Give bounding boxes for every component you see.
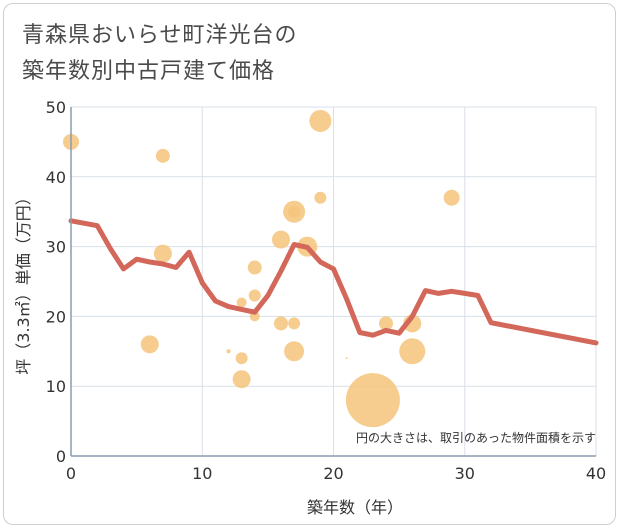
y-tick-label-1: 10 <box>46 377 66 396</box>
bubble-point-25 <box>443 189 460 206</box>
bubble-point-7 <box>232 370 251 389</box>
y-tick-label-3: 30 <box>46 238 66 257</box>
bubble-point-18 <box>309 109 332 132</box>
bubble-point-9 <box>248 289 261 302</box>
bubble-point-15 <box>288 317 301 330</box>
y-tick-label-2: 20 <box>46 307 66 326</box>
x-tick-label-0: 0 <box>66 464 76 483</box>
grid-lines <box>70 106 597 457</box>
y-tick-label-4: 40 <box>46 168 66 187</box>
bubble-point-24 <box>399 338 426 365</box>
y-tick-label-5: 50 <box>46 98 66 117</box>
bubble-point-5 <box>236 297 247 308</box>
bubble-point-19 <box>314 191 327 204</box>
bubble-point-20 <box>345 357 348 360</box>
chart-card: 青森県おいらせ町洋光台の 築年数別中古戸建て価格 <box>3 3 616 525</box>
bubble-point-21 <box>345 373 400 428</box>
x-tick-label-3: 30 <box>455 464 475 483</box>
bubble-point-6 <box>235 352 248 365</box>
bubble-point-3 <box>153 244 172 263</box>
x-tick-label-2: 20 <box>323 464 343 483</box>
size-annotation: 円の大きさは、取引のあった物件面積を示す <box>356 430 596 445</box>
x-tick-label-1: 10 <box>192 464 212 483</box>
x-axis-label: 築年数（年） <box>307 498 403 517</box>
title-line-1: 青森県おいらせ町洋光台の <box>22 23 298 48</box>
chart-title: 青森県おいらせ町洋光台の 築年数別中古戸建て価格 <box>22 18 298 90</box>
tick-labels: 0 10 20 30 40 0 10 20 30 40 50 <box>46 98 607 483</box>
bubble-point-1 <box>140 335 159 354</box>
bubble-point-2 <box>155 148 170 163</box>
trend-line <box>68 218 599 346</box>
trend-line-group <box>68 218 599 346</box>
bubble-point-16 <box>284 341 305 362</box>
title-line-2: 築年数別中古戸建て価格 <box>22 59 276 84</box>
bubble-point-14 <box>288 205 301 218</box>
bubble-point-4 <box>226 349 231 354</box>
y-tick-label-0: 0 <box>56 447 66 466</box>
y-axis-label: 坪（3.3㎡）単価（万円） <box>14 189 33 374</box>
bubble-point-8 <box>247 260 262 275</box>
x-tick-label-4: 40 <box>586 464 606 483</box>
axes <box>70 107 596 457</box>
bubble-point-11 <box>272 230 290 249</box>
bubble-point-12 <box>274 316 288 331</box>
bubble-point-22 <box>379 316 393 331</box>
